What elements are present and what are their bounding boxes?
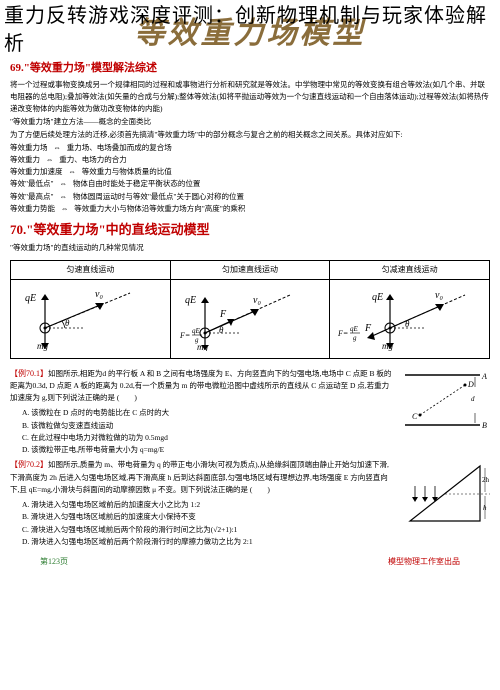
page-footer: 第123页 模型物理工作室出品 [0, 548, 500, 571]
relation-row: 等效重力 ⇔ 重力、电场力的合力 [10, 154, 490, 165]
relation-left: 等效重力场 [10, 143, 48, 152]
svg-text:F=: F= [179, 331, 190, 340]
choice-d: D. 该微粒带正电,所带电荷量大小为 q=mg/E [22, 444, 396, 455]
diagram-cell-decel: qE mg v₀ F θ F= qE g [330, 279, 490, 358]
table-header: 匀速直线运动 [11, 260, 171, 279]
section-69-title: 69."等效重力场"模型解法综述 [10, 60, 490, 77]
relation-left: 等效重力 [10, 155, 40, 164]
physics-diagram-icon: qE mg v₀ F θ F= qE g [175, 283, 325, 351]
example-2-row: 【例70.2】如图所示,质量为 m、带电荷量为 q 的带正电小滑块(可视为质点)… [10, 456, 490, 548]
table-header: 匀加速直线运动 [170, 260, 330, 279]
svg-text:v₀: v₀ [253, 295, 261, 306]
arrow-icon: ⇔ [60, 191, 68, 202]
example-label: 【例70.1】 [10, 369, 48, 378]
choice-c: C. 在此过程中电场力对微粒做的功为 0.5mgd [22, 432, 396, 443]
relation-row: 等效"最高点" ⇔ 物体圆周运动时与等效"最低点"关于圆心对称的位置 [10, 191, 490, 202]
page-number: 第123页 [40, 556, 68, 567]
svg-text:qE: qE [192, 327, 201, 335]
section-70-subtitle: "等效重力场"的直线运动的几种常见情况 [10, 242, 490, 254]
relation-left: 等效重力势能 [10, 204, 55, 213]
arrow-icon: ⇔ [68, 166, 76, 177]
overlay-article-title: 重力反转游戏深度评测：创新物理机制与玩家体验解析 [0, 0, 500, 60]
main-content: 69."等效重力场"模型解法综述 将一个过程或事物变换成另一个规律相同的过程和或… [0, 60, 500, 548]
svg-text:θ: θ [405, 319, 410, 329]
physics-diagram-icon: qE mg v₀ θ [15, 283, 165, 351]
example-1-text: 如图所示,相距为d 的平行板 A 和 B 之间有电场强度为 E、方向竖直向下的匀… [10, 369, 391, 403]
example-1-figure: A B C D d [400, 365, 490, 457]
relation-row: 等效"最低点" ⇔ 物体自由时能处于稳定平衡状态的位置 [10, 178, 490, 189]
diagram-cell-uniform: qE mg v₀ θ [11, 279, 171, 358]
svg-text:h: h [483, 504, 487, 512]
svg-text:F=: F= [337, 329, 348, 338]
arrow-icon: ⇔ [46, 154, 54, 165]
arrow-icon: ⇔ [60, 178, 68, 189]
svg-text:2h: 2h [482, 476, 490, 484]
svg-text:d: d [471, 395, 475, 403]
relation-left: 等效"最低点" [10, 179, 54, 188]
method-title: "等效重力场"建立方法——概念的全面类比 [10, 116, 490, 128]
choice-d: D. 滑块进入匀强电场区域前后两个阶段滑行时的摩擦力做功之比为 2:1 [22, 536, 396, 547]
svg-text:mg: mg [37, 341, 48, 351]
arrow-icon: ⇔ [61, 203, 69, 214]
section-69-intro: 将一个过程或事物变换成另一个规律相同的过程和或事物进行分析和研究就是等效法。中学… [10, 79, 490, 115]
choice-b: B. 滑块进入匀强电场区域前后的加速度大小保持不变 [22, 511, 396, 522]
choice-a: A. 该微粒在 D 点时的电势能比在 C 点时的大 [22, 407, 396, 418]
svg-text:g: g [195, 336, 199, 344]
svg-text:qE: qE [350, 325, 359, 333]
diagram-cell-accel: qE mg v₀ F θ F= qE g [170, 279, 330, 358]
example-2-text: 如图所示,质量为 m、带电荷量为 q 的带正电小滑块(可视为质点),从绝缘斜面顶… [10, 460, 389, 494]
relation-right: 重力场、电场叠加而成的复合场 [67, 143, 172, 152]
table-header: 匀减速直线运动 [330, 260, 490, 279]
relation-right: 物体圆周运动时与等效"最低点"关于圆心对称的位置 [73, 192, 244, 201]
relation-row: 等效重力加速度 ⇔ 等效重力与物体质量的比值 [10, 166, 490, 177]
relation-right: 物体自由时能处于稳定平衡状态的位置 [73, 179, 201, 188]
svg-text:F: F [219, 309, 227, 320]
svg-text:qE: qE [185, 295, 196, 306]
svg-text:g: g [353, 334, 357, 342]
example-1: 【例70.1】如图所示,相距为d 的平行板 A 和 B 之间有电场强度为 E、方… [10, 368, 396, 405]
svg-text:qE: qE [372, 292, 383, 303]
relation-left: 等效"最高点" [10, 192, 54, 201]
relation-row: 等效重力场 ⇔ 重力场、电场叠加而成的复合场 [10, 142, 490, 153]
svg-text:D: D [467, 380, 474, 389]
svg-text:C: C [412, 412, 418, 421]
physics-diagram-icon: qE mg v₀ F θ F= qE g [335, 283, 485, 351]
arrow-icon: ⇔ [53, 142, 61, 153]
choice-c: C. 滑块进入匀强电场区域前后两个阶段的滑行时间之比为(√2+1):1 [22, 524, 396, 535]
svg-text:v₀: v₀ [435, 290, 443, 301]
example-1-row: 【例70.1】如图所示,相距为d 的平行板 A 和 B 之间有电场强度为 E、方… [10, 365, 490, 457]
relation-right: 重力、电场力的合力 [59, 155, 127, 164]
studio-credit: 模型物理工作室出品 [388, 556, 460, 567]
section-70-title: 70."等效重力场"中的直线运动模型 [10, 220, 490, 240]
motion-diagram-table: 匀速直线运动 匀加速直线运动 匀减速直线运动 qE mg v₀ [10, 260, 490, 359]
svg-text:mg: mg [382, 341, 393, 351]
example-2-figure: 2h h [400, 456, 490, 548]
svg-text:qE: qE [25, 293, 36, 304]
svg-text:θ: θ [65, 318, 70, 328]
choice-b: B. 该微粒做匀变速直线运动 [22, 420, 396, 431]
relation-right: 等效重力大小与物体沿等效重力场方向"高度"的乘积 [74, 204, 245, 213]
relation-right: 等效重力与物体质量的比值 [82, 167, 172, 176]
svg-text:A: A [481, 372, 487, 381]
svg-text:F: F [364, 323, 372, 334]
svg-text:B: B [482, 421, 487, 430]
svg-text:v₀: v₀ [95, 289, 103, 300]
example-2: 【例70.2】如图所示,质量为 m、带电荷量为 q 的带正电小滑块(可视为质点)… [10, 459, 396, 496]
svg-text:θ: θ [219, 325, 224, 335]
svg-text:mg: mg [197, 342, 208, 351]
method-intro: 为了方便后续处理方法的迁移,必须首先搞清"等效重力场"中的部分概念与复合之前的相… [10, 129, 490, 141]
example-label: 【例70.2】 [10, 460, 48, 469]
capacitor-diagram-icon: A B C D d [400, 365, 490, 435]
incline-diagram-icon: 2h h [400, 456, 490, 528]
relation-row: 等效重力势能 ⇔ 等效重力大小与物体沿等效重力场方向"高度"的乘积 [10, 203, 490, 214]
choice-a: A. 滑块进入匀强电场区域前后的加速度大小之比为 1:2 [22, 499, 396, 510]
relation-left: 等效重力加速度 [10, 167, 63, 176]
